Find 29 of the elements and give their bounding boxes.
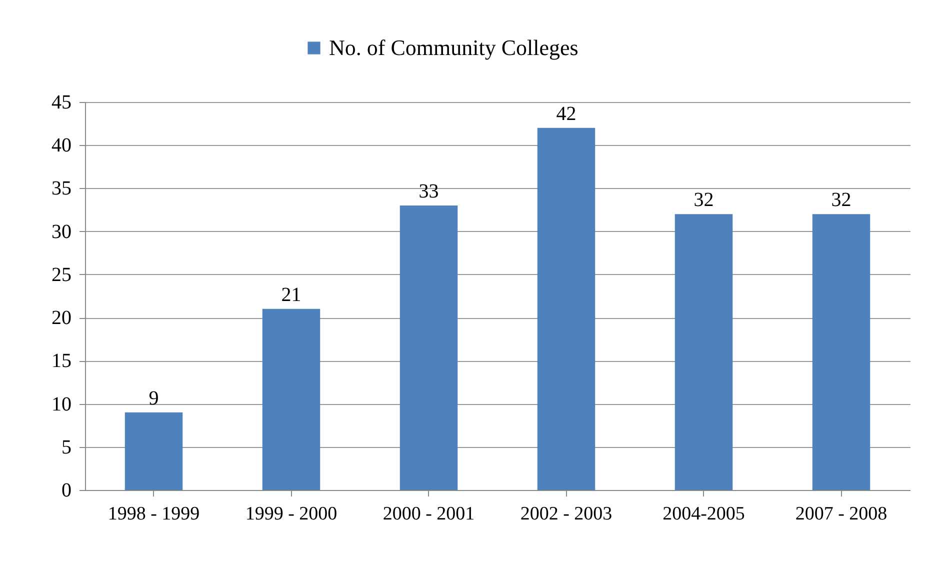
x-tick-label: 1999 - 2000 [245,504,338,524]
x-tick-label: 1998 - 1999 [108,504,200,524]
bar [400,205,458,490]
x-tick-label: 2002 - 2003 [520,504,612,524]
x-tick-label: 2004-2005 [662,504,745,524]
bar [124,412,183,490]
y-tick-label: 45 [52,92,72,114]
y-tick-label: 35 [52,178,72,200]
bar [537,128,596,490]
y-tick-label: 25 [52,264,72,286]
legend-label: No. of Community Colleges [329,35,578,60]
x-tick-label: 2007 - 2008 [795,504,888,524]
data-label: 32 [694,189,714,212]
y-tick-label: 10 [52,393,72,416]
y-tick-label: 0 [62,480,72,502]
y-tick-label: 40 [52,134,72,157]
data-label: 33 [418,180,439,202]
y-tick-label: 30 [52,220,72,243]
bar [262,308,320,490]
data-label: 42 [556,102,576,125]
y-tick-label: 20 [52,307,72,330]
data-label: 21 [281,284,302,306]
x-tick-label: 2000 - 2001 [382,504,475,524]
data-label: 9 [148,387,159,410]
bar [674,214,733,490]
bar [812,214,870,490]
y-tick-label: 15 [52,350,72,372]
data-label: 32 [831,189,852,212]
y-tick-label: 5 [62,436,72,458]
